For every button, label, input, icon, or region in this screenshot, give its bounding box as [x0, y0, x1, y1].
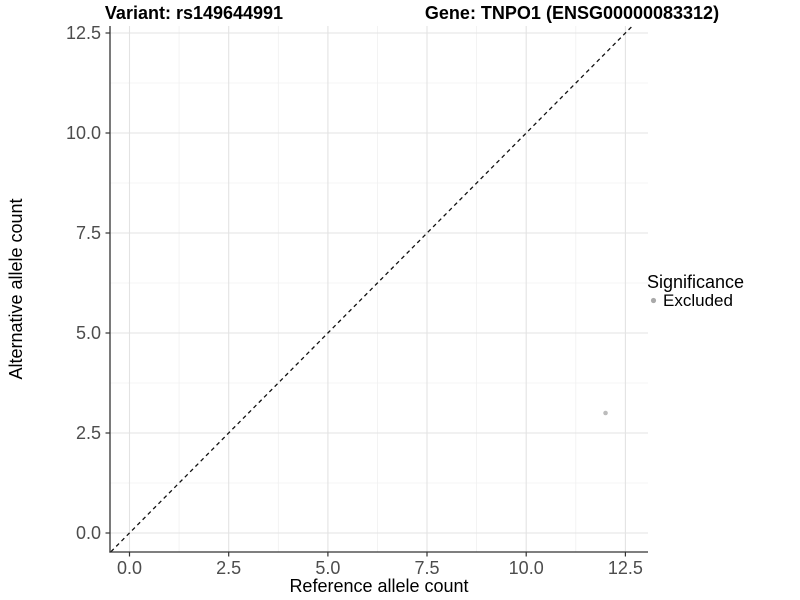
- y-tick-label: 2.5: [76, 423, 101, 443]
- y-tick-label: 12.5: [66, 23, 101, 43]
- identity-line-group: [110, 26, 634, 552]
- legend: Significance Excluded: [647, 272, 744, 310]
- y-axis-ticks: [105, 32, 110, 534]
- y-axis-title: Alternative allele count: [6, 198, 26, 379]
- x-axis-ticks: [128, 552, 627, 557]
- plot-title-variant: Variant: rs149644991: [105, 3, 283, 23]
- legend-title: Significance: [647, 272, 744, 292]
- x-tick-label: 10.0: [509, 558, 544, 578]
- identity-reference-line: [110, 26, 634, 552]
- y-tick-label: 0.0: [76, 523, 101, 543]
- x-tick-label: 12.5: [608, 558, 643, 578]
- x-axis-title: Reference allele count: [289, 576, 468, 596]
- legend-item-label: Excluded: [663, 291, 733, 310]
- y-tick-label: 7.5: [76, 223, 101, 243]
- y-tick-label: 5.0: [76, 323, 101, 343]
- x-tick-label: 2.5: [216, 558, 241, 578]
- data-point: [603, 410, 608, 416]
- legend-key-dot: [650, 297, 657, 304]
- y-tick-label: 10.0: [66, 123, 101, 143]
- y-tick-labels: 0.0 2.5 5.0 7.5 10.0 12.5: [66, 23, 101, 543]
- plot-title-gene: Gene: TNPO1 (ENSG00000083312): [425, 3, 719, 23]
- grid-major: [110, 26, 648, 552]
- x-tick-label: 5.0: [315, 558, 340, 578]
- grid-minor: [110, 26, 648, 552]
- plot-panel: [110, 26, 648, 552]
- x-tick-labels: 0.0 2.5 5.0 7.5 10.0 12.5: [117, 558, 643, 578]
- x-tick-label: 7.5: [414, 558, 439, 578]
- x-tick-label: 0.0: [117, 558, 142, 578]
